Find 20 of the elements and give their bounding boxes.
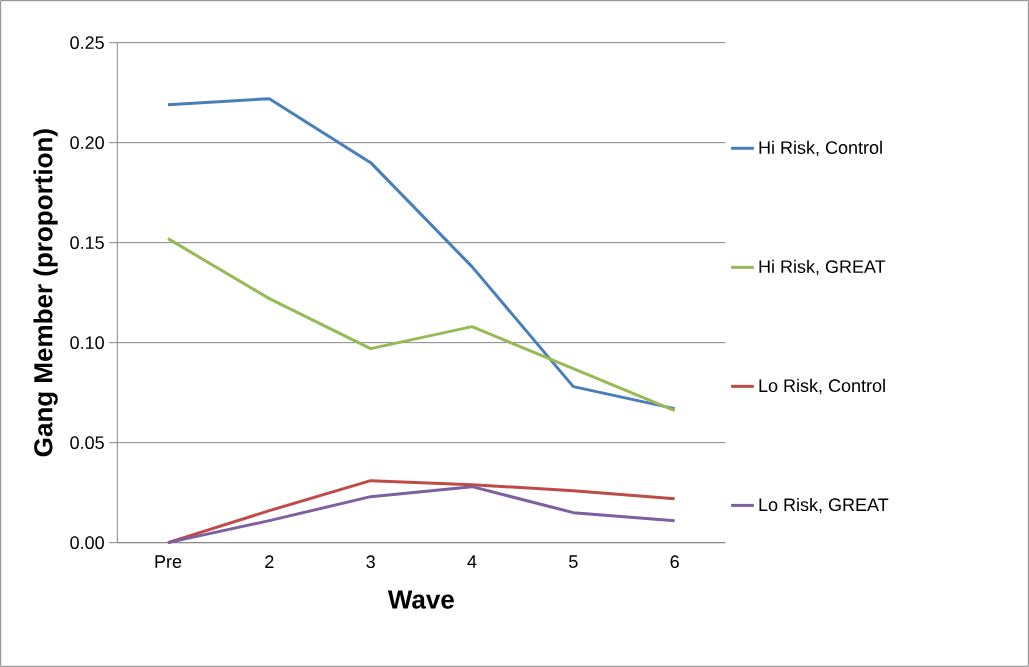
legend-label: Hi Risk, Control	[759, 140, 882, 157]
y-tick-label: 0.00	[70, 536, 104, 550]
x-tick-label: 2	[265, 555, 274, 568]
y-tick-label: 0.20	[70, 136, 104, 150]
x-tick-label: 6	[670, 555, 679, 569]
x-tick-label: 3	[366, 555, 375, 569]
x-tick-label: 4	[467, 555, 477, 568]
x-tick-label: 5	[569, 555, 578, 568]
legend-label: Hi Risk, GREAT	[759, 259, 886, 276]
y-tick-label: 0.25	[70, 36, 104, 50]
y-tick-label: 0.15	[70, 236, 104, 250]
legend-label: Lo Risk, Control	[759, 378, 885, 395]
line-series	[166, 97, 677, 411]
y-axis-title: Gang Member (proportion)	[33, 129, 58, 457]
x-tick-label: Pre	[155, 555, 182, 568]
y-tick-label: 0.05	[70, 436, 104, 450]
y-tick-label: 0.10	[70, 336, 104, 350]
x-axis-title: Wave	[387, 590, 454, 609]
legend-label: Lo Risk, GREAT	[759, 497, 889, 514]
line-series	[166, 237, 677, 413]
